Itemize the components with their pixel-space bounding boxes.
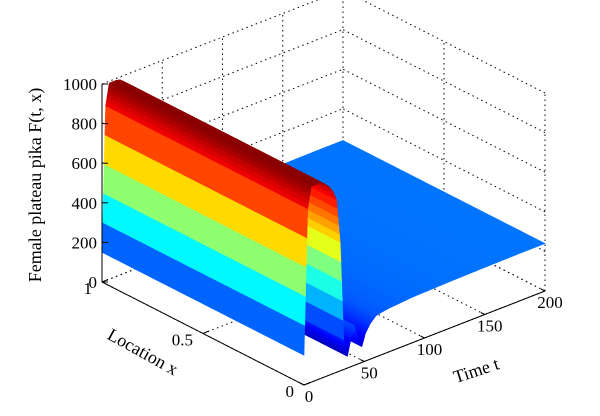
surface-patch bbox=[114, 229, 129, 266]
y-tick bbox=[202, 330, 210, 334]
z-tick-label: 200 bbox=[72, 233, 98, 252]
surface-layer bbox=[101, 79, 546, 357]
x-axis-label: Time t bbox=[451, 354, 502, 388]
grid-line bbox=[101, 29, 344, 125]
y-tick bbox=[101, 279, 109, 283]
y-axis-label: Location x bbox=[104, 324, 181, 379]
x-tick bbox=[480, 312, 485, 315]
surface-patch bbox=[139, 241, 154, 279]
surface-patch bbox=[152, 248, 167, 285]
surface-patch bbox=[253, 299, 268, 337]
x-tick-label: 150 bbox=[477, 317, 503, 336]
grid-line bbox=[101, 68, 344, 164]
surface-patch bbox=[291, 319, 306, 356]
z-tick-label: 0 bbox=[89, 273, 98, 292]
surface-patch bbox=[177, 261, 192, 298]
grid-line bbox=[342, 29, 546, 134]
surface-patch bbox=[126, 235, 141, 273]
x-tick-label: 0 bbox=[305, 387, 314, 406]
x-tick-label: 200 bbox=[537, 293, 563, 312]
surface-patch bbox=[278, 312, 293, 350]
surface-patch bbox=[227, 287, 242, 324]
surface-patch bbox=[240, 293, 255, 331]
grid-line bbox=[101, 0, 319, 85]
surface-patch bbox=[265, 306, 280, 343]
y-tick bbox=[303, 382, 311, 386]
surface-patch bbox=[215, 280, 230, 318]
y-tick-label: 0 bbox=[286, 382, 295, 401]
z-tick-label: 800 bbox=[72, 115, 98, 134]
x-tick bbox=[420, 335, 425, 339]
z-axis-label: Female plateau pika F(t, x) bbox=[25, 88, 46, 282]
surface-patch bbox=[190, 267, 205, 305]
surface-patch bbox=[202, 274, 217, 311]
surface-patch bbox=[101, 222, 116, 260]
grid-line bbox=[101, 108, 344, 204]
z-tick-label: 600 bbox=[72, 154, 98, 173]
x-tick-label: 50 bbox=[361, 364, 378, 383]
z-tick-label: 400 bbox=[72, 194, 98, 213]
y-tick-label: 1 bbox=[84, 279, 93, 298]
x-tick bbox=[299, 382, 305, 386]
surface-patch bbox=[164, 254, 179, 292]
y-tick-label: 0.5 bbox=[172, 331, 193, 350]
z-tick-label: 1000 bbox=[63, 75, 97, 94]
x-tick-label: 100 bbox=[417, 340, 443, 359]
x-tick bbox=[540, 288, 546, 292]
x-tick bbox=[360, 359, 365, 362]
